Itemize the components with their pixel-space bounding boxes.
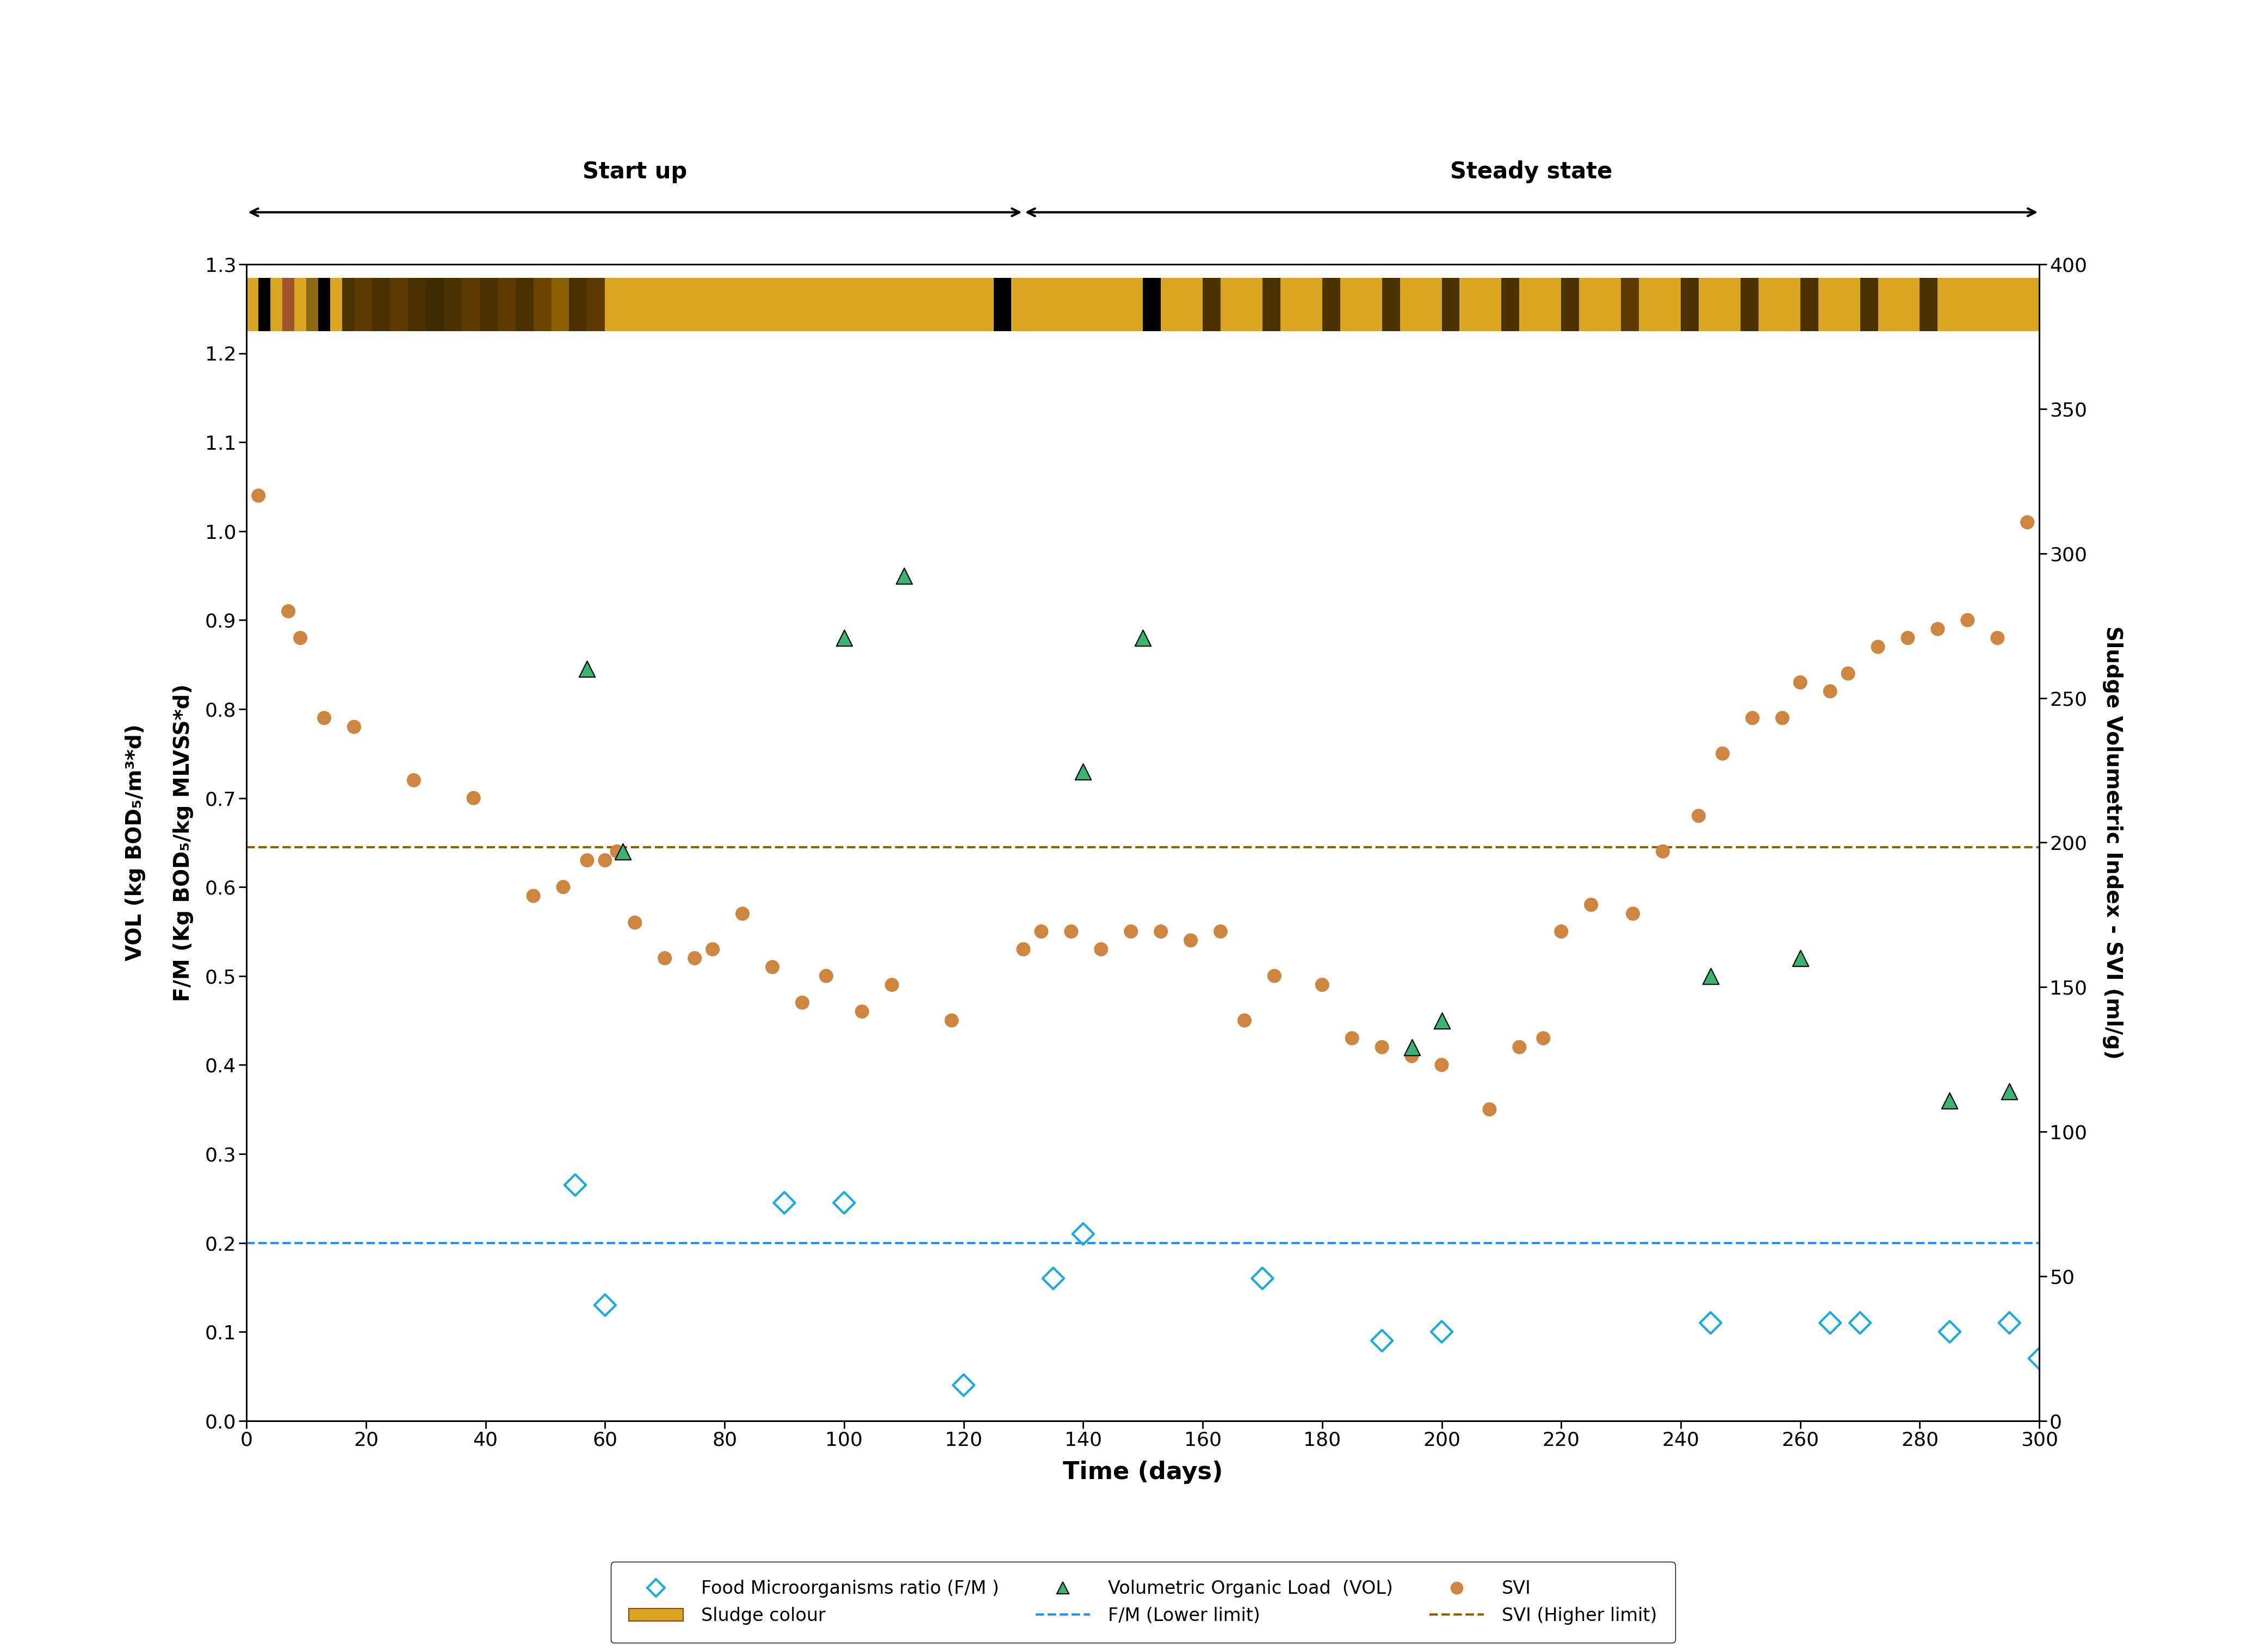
- Point: [1544, 919, 1580, 945]
- Point: [1244, 1265, 1280, 1292]
- Point: [1681, 803, 1717, 829]
- Point: [1423, 1318, 1459, 1345]
- Point: [1172, 927, 1208, 953]
- Point: [1143, 919, 1179, 945]
- Point: [1992, 1079, 2028, 1105]
- Point: [397, 767, 433, 793]
- Point: [1082, 937, 1118, 963]
- Point: [271, 598, 307, 624]
- Point: [885, 562, 921, 588]
- Point: [1782, 669, 1817, 695]
- Point: [1979, 624, 2015, 651]
- Point: [724, 900, 760, 927]
- Point: [1813, 1310, 1849, 1336]
- Point: [648, 945, 684, 971]
- Point: [1950, 606, 1986, 633]
- Point: [587, 1292, 623, 1318]
- Point: [827, 1189, 863, 1216]
- Point: [545, 874, 580, 900]
- Point: [1889, 624, 1925, 651]
- Point: [755, 953, 791, 980]
- Point: [1932, 1087, 1968, 1113]
- Point: [827, 624, 863, 651]
- Point: [809, 963, 845, 990]
- Y-axis label: VOL (kg BOD₅/m³*d)

F/M (Kg BOD₅/kg MLVSS*d): VOL (kg BOD₅/m³*d) F/M (Kg BOD₅/kg MLVSS…: [125, 684, 193, 1001]
- Point: [1423, 1008, 1459, 1034]
- Point: [1472, 1097, 1508, 1123]
- Point: [1226, 1008, 1262, 1034]
- Point: [569, 847, 605, 874]
- Point: [1692, 963, 1728, 990]
- Point: [1423, 1052, 1459, 1079]
- Point: [336, 714, 372, 740]
- Point: [1024, 919, 1060, 945]
- Point: [616, 909, 652, 935]
- Point: [1735, 705, 1770, 732]
- Point: [587, 847, 623, 874]
- Point: [1114, 919, 1150, 945]
- Point: [1365, 1328, 1401, 1355]
- Point: [1692, 1310, 1728, 1336]
- Point: [1526, 1024, 1562, 1051]
- Point: [1257, 963, 1293, 990]
- Point: [1573, 892, 1609, 919]
- Point: [1645, 838, 1681, 864]
- Legend: Food Microorganisms ratio (F/M ), Sludge colour, Volumetric Organic Load  (VOL),: Food Microorganisms ratio (F/M ), Sludge…: [612, 1561, 1674, 1644]
- Point: [1064, 1221, 1100, 1247]
- Point: [1035, 1265, 1071, 1292]
- Point: [1394, 1034, 1430, 1061]
- Point: [598, 838, 634, 864]
- Point: [1860, 634, 1896, 661]
- Point: [1125, 624, 1161, 651]
- Point: [1501, 1034, 1537, 1061]
- Text: Start up: Start up: [583, 160, 688, 183]
- Point: [1053, 919, 1089, 945]
- Point: [1705, 740, 1741, 767]
- Point: [1764, 705, 1800, 732]
- Point: [677, 945, 713, 971]
- Point: [1813, 677, 1849, 704]
- Point: [1203, 919, 1239, 945]
- Point: [307, 705, 343, 732]
- Point: [240, 482, 276, 509]
- Point: [784, 990, 820, 1016]
- Point: [1006, 937, 1042, 963]
- Text: Steady state: Steady state: [1450, 160, 1614, 183]
- Point: [1394, 1042, 1430, 1069]
- Point: [1831, 661, 1867, 687]
- Point: [569, 656, 605, 682]
- Point: [934, 1008, 970, 1034]
- Point: [605, 838, 641, 864]
- Point: [1333, 1024, 1369, 1051]
- X-axis label: Time (days): Time (days): [1062, 1460, 1224, 1483]
- Point: [2010, 509, 2046, 535]
- Point: [1921, 616, 1956, 643]
- Point: [845, 998, 881, 1024]
- Point: [558, 1171, 594, 1198]
- Point: [1782, 945, 1817, 971]
- Point: [515, 882, 551, 909]
- Point: [1304, 971, 1340, 998]
- Point: [1365, 1034, 1401, 1061]
- Point: [1932, 1318, 1968, 1345]
- Point: [1064, 758, 1100, 785]
- Point: [455, 785, 491, 811]
- Point: [766, 1189, 802, 1216]
- Point: [695, 937, 731, 963]
- Point: [1842, 1310, 1878, 1336]
- Point: [2021, 1345, 2057, 1371]
- Point: [1992, 1310, 2028, 1336]
- Point: [282, 624, 318, 651]
- Y-axis label: Sludge Volumetric Index - SVI (ml/g): Sludge Volumetric Index - SVI (ml/g): [2102, 626, 2122, 1059]
- Point: [946, 1371, 982, 1398]
- Point: [1616, 900, 1652, 927]
- Point: [874, 971, 910, 998]
